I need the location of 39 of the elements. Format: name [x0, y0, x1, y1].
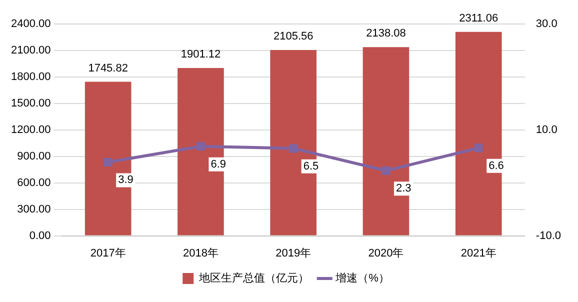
y2-tick-label: 30.0 [536, 18, 558, 30]
data-label: 2138.08 [366, 28, 406, 40]
point [474, 144, 483, 152]
x-tick-label: 2020年 [368, 247, 404, 260]
data-label: 6.9 [210, 158, 226, 170]
bar [84, 82, 132, 236]
data-label: 2105.56 [273, 30, 314, 43]
point [104, 158, 112, 167]
y2-tick-label: -10.0 [536, 230, 562, 242]
point [196, 142, 206, 151]
x-tick-label: 2018年 [182, 247, 218, 260]
bar [178, 68, 224, 236]
bar [362, 47, 410, 236]
data-label: 2.3 [396, 182, 412, 195]
y-tick-label: 2100.00 [10, 44, 51, 57]
y2-tick-label: 10.0 [536, 124, 558, 136]
y-tick-label: 0.00 [29, 230, 51, 242]
y-tick-label: 900.00 [17, 150, 51, 162]
y-tick-label: 1800.00 [10, 70, 51, 83]
data-label: 3.9 [118, 174, 134, 186]
bar [270, 50, 317, 236]
data-label: 6.6 [488, 160, 504, 172]
y-tick-label: 1500.00 [10, 97, 51, 110]
x-tick-label: 2017年 [90, 247, 126, 260]
legend-label: 地区生产总值（亿元） [198, 272, 310, 285]
data-label: 1901.12 [180, 48, 221, 61]
point [382, 166, 390, 175]
data-label: 6.5 [303, 160, 319, 172]
y-tick-label: 300.00 [17, 203, 51, 216]
legend-label: 增速（%） [334, 272, 390, 285]
x-tick-label: 2021年 [460, 247, 496, 260]
data-label: 2311.06 [459, 12, 498, 24]
x-tick-label: 2019年 [276, 247, 312, 260]
bar [455, 32, 502, 236]
y-tick-label: 600.00 [17, 176, 51, 189]
y-tick-label: 1200.00 [10, 124, 51, 136]
data-label: 1745.82 [88, 62, 128, 74]
y-tick-label: 2400.00 [10, 18, 51, 30]
point [289, 144, 298, 153]
